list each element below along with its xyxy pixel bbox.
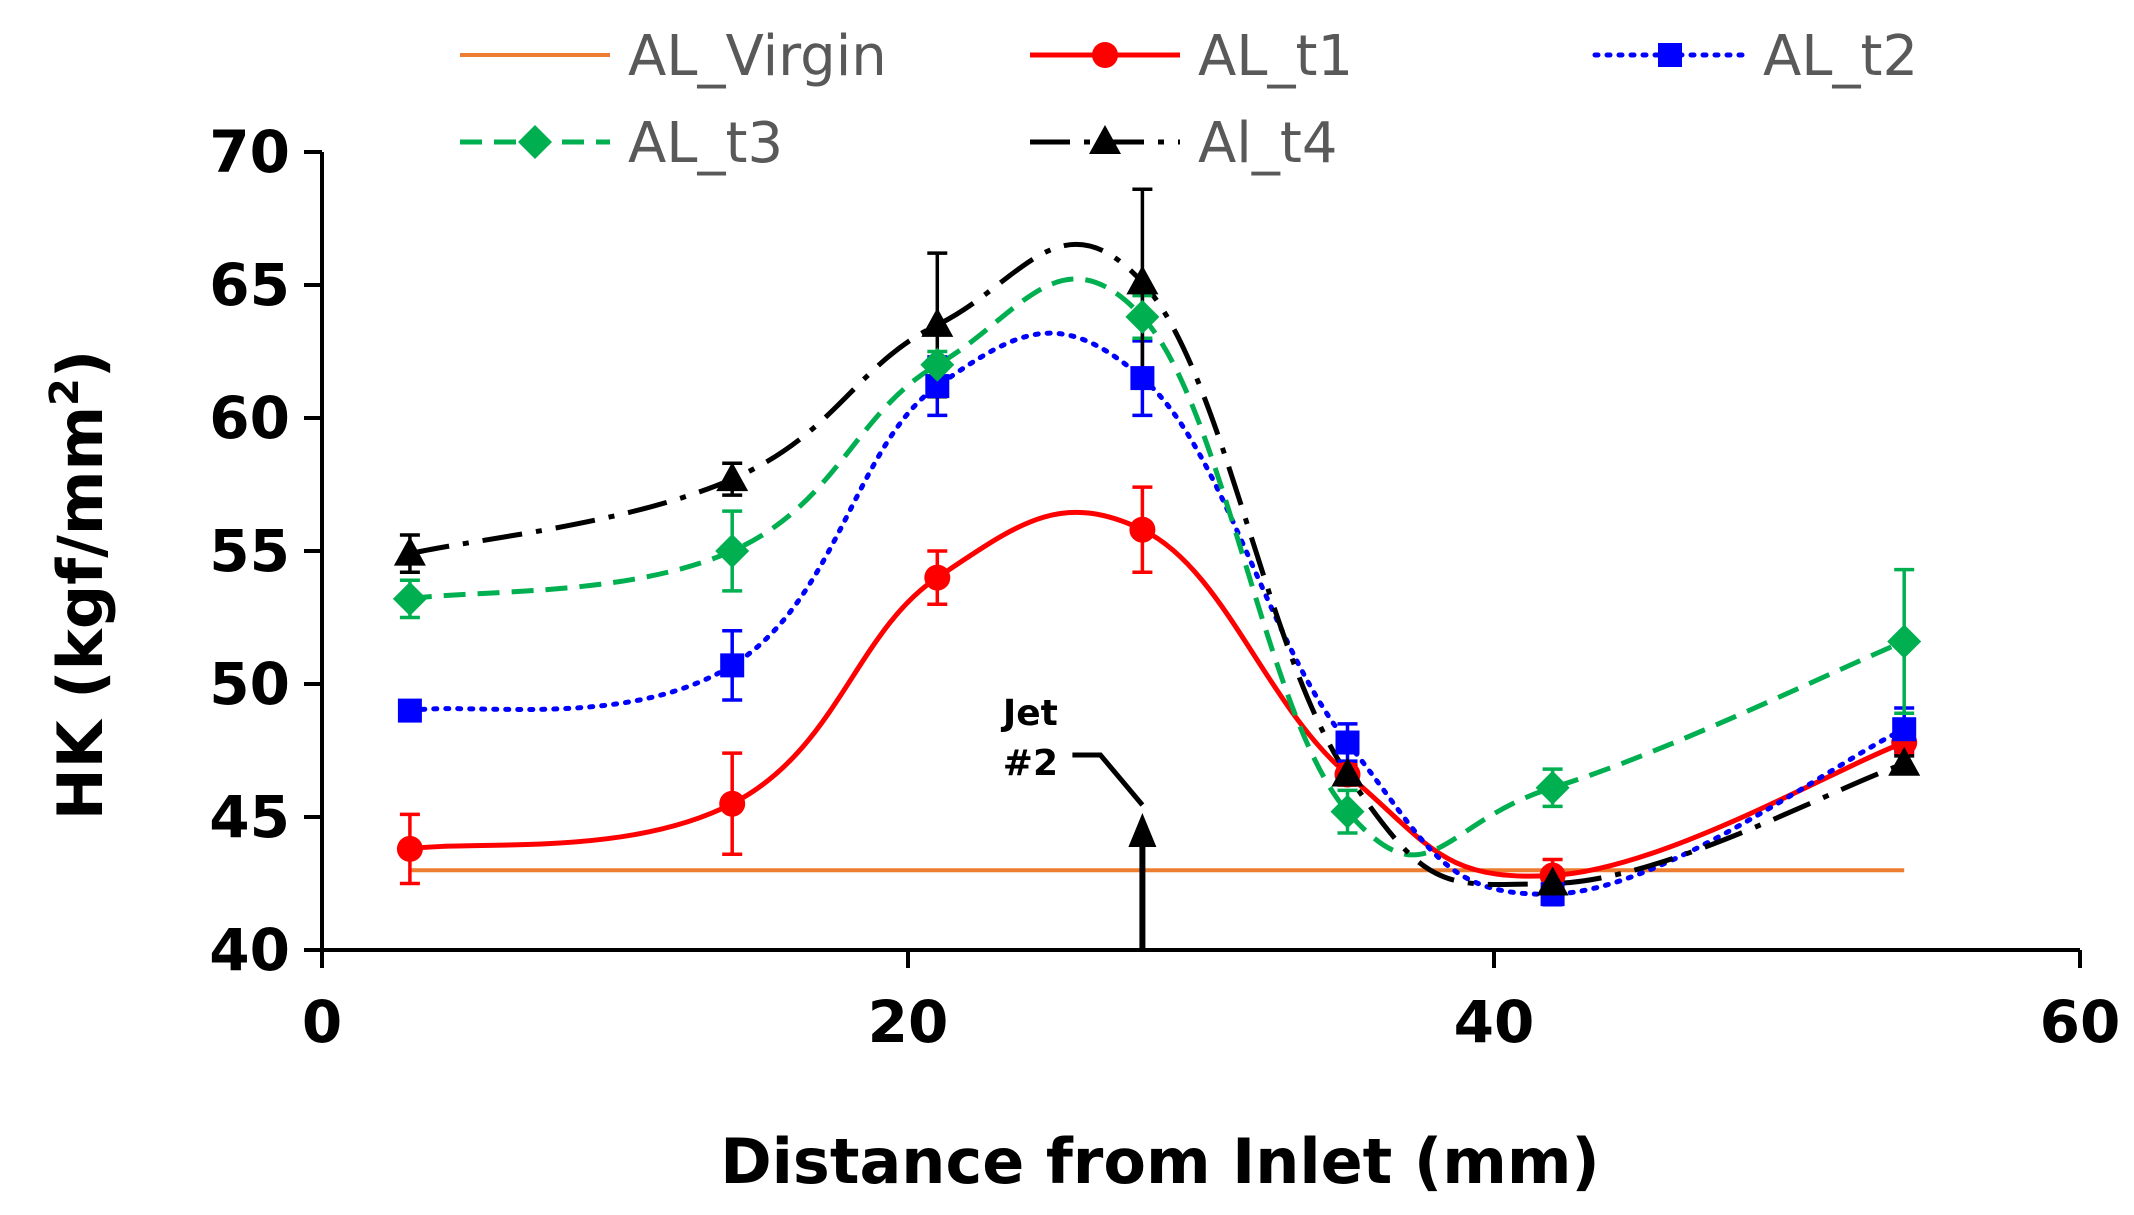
data-point-al-t3-4	[1330, 794, 1365, 829]
series-markers	[392, 265, 1922, 907]
legend-label-al-t2: AL_t2	[1763, 24, 1918, 89]
data-point-al-t4-1	[716, 462, 749, 492]
y-axis-title-main: HK (kgf/mm	[44, 406, 117, 820]
data-point-al-t4-3	[1126, 265, 1159, 295]
legend-label-al-t4: Al_t4	[1198, 111, 1337, 176]
legend-label-al-virgin: AL_Virgin	[628, 24, 887, 89]
data-point-al-t1-3	[1129, 516, 1156, 543]
series-line-al-t4	[409, 242, 1906, 888]
data-point-al-t1-2	[924, 564, 951, 591]
data-point-al-t3-1	[715, 534, 750, 568]
error-bars	[399, 187, 1915, 907]
legend-marker-al-t1	[1092, 42, 1118, 68]
data-point-al-t3-6	[1887, 624, 1922, 659]
jet-annotation: Jet #2	[1000, 693, 1157, 950]
legend: AL_Virgin AL_t1 AL_t2 AL_t3 Al_t4	[460, 24, 1918, 176]
y-tick-label-70: 70	[209, 118, 290, 186]
y-axis-title-end: )	[44, 350, 117, 378]
x-tick-label-40: 40	[1454, 988, 1535, 1056]
jet-arrow-head	[1128, 813, 1157, 847]
tick-labels: 40 45 50 55 60 65 70 0 20 40 60	[209, 118, 2120, 1056]
series-line-al-t1	[409, 509, 1906, 879]
data-point-al-t2-0	[397, 698, 422, 723]
legend-label-al-t1: AL_t1	[1198, 24, 1353, 89]
y-axis-title-superscript: 2	[42, 378, 88, 406]
data-point-al-t3-3	[1125, 299, 1160, 334]
data-point-al-t4-4	[1331, 757, 1364, 787]
axes	[304, 150, 2082, 968]
y-tick-label-65: 65	[209, 251, 290, 319]
y-tick-label-60: 60	[209, 384, 290, 452]
x-tick-label-60: 60	[2040, 988, 2121, 1056]
data-point-al-t3-2	[920, 347, 955, 382]
legend-item-al-t3: AL_t3	[460, 111, 783, 176]
legend-label-al-t3: AL_t3	[628, 111, 783, 176]
x-tick-label-20: 20	[868, 988, 949, 1056]
x-tick-label-0: 0	[302, 988, 342, 1056]
data-point-al-t4-5	[1536, 866, 1569, 896]
jet-leader-line	[1072, 752, 1145, 807]
legend-item-al-t4: Al_t4	[1030, 111, 1337, 176]
legend-marker-al-t4	[1089, 125, 1121, 154]
data-point-al-t2-4	[1335, 730, 1360, 755]
series-lines	[407, 242, 1907, 897]
data-point-al-t1-1	[719, 790, 746, 817]
jet-label-line1: Jet	[1000, 693, 1058, 734]
data-point-al-t1-0	[396, 835, 423, 862]
legend-item-al-t2: AL_t2	[1592, 24, 1918, 89]
data-point-al-t4-2	[921, 307, 954, 337]
x-axis-title: Distance from Inlet (mm)	[720, 1125, 1600, 1198]
legend-marker-al-t3	[518, 125, 552, 159]
legend-marker-al-t2	[1658, 43, 1682, 67]
data-point-al-t2-1	[720, 653, 745, 678]
series-line-al-t2	[407, 330, 1907, 897]
data-point-al-t2-3	[1130, 366, 1155, 391]
data-point-al-t4-6	[1888, 746, 1921, 776]
data-point-al-t4-0	[393, 536, 426, 566]
y-tick-label-45: 45	[209, 783, 290, 851]
y-tick-label-55: 55	[209, 517, 290, 585]
y-tick-label-40: 40	[209, 916, 290, 984]
data-point-al-t3-0	[392, 581, 427, 616]
y-tick-label-50: 50	[209, 650, 290, 718]
jet-label-line2: #2	[1003, 743, 1058, 784]
data-point-al-t2-6	[1892, 717, 1917, 742]
legend-item-al-virgin: AL_Virgin	[460, 24, 887, 89]
series-line-al-t3	[409, 276, 1906, 858]
data-point-al-t3-5	[1535, 770, 1570, 805]
y-axis-title: HK (kgf/mm2)	[42, 350, 117, 820]
legend-item-al-t1: AL_t1	[1030, 24, 1353, 89]
